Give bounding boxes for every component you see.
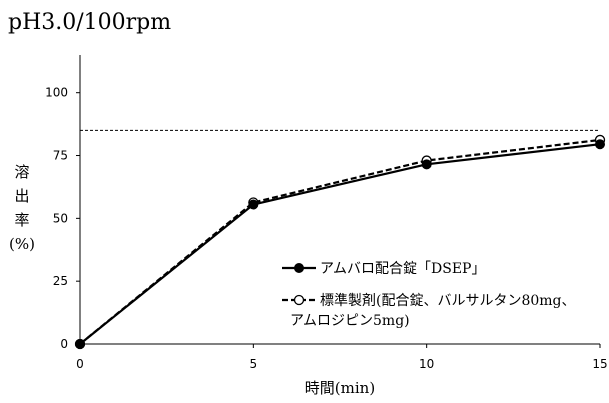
data-point-test: [595, 139, 605, 150]
series-line-test: [79, 143, 601, 345]
y-axis-label-part: 溶: [14, 163, 29, 181]
legend-label-reference-line2: アムロジピン5mg): [290, 313, 410, 329]
x-tick-label: 15: [592, 357, 607, 371]
y-axis-label-part: 出: [14, 187, 29, 205]
x-tick-label: 0: [76, 357, 84, 371]
y-tick-label: 25: [53, 274, 68, 288]
data-point-test: [75, 339, 85, 349]
y-tick-label: 100: [45, 86, 68, 100]
data-point-test: [248, 199, 259, 210]
legend-marker-test: [294, 263, 304, 273]
y-tick-label: 50: [53, 211, 68, 225]
chart-title: pH3.0/100rpm: [8, 10, 171, 35]
x-tick-label: 10: [419, 357, 434, 371]
y-axis-label-part: 率: [14, 211, 29, 229]
series-layer: [74, 134, 606, 350]
legend: アムバロ配合錠「DSEP」 標準製剤(配合錠、バルサルタン80mg、 アムロジピ…: [282, 261, 576, 329]
legend-marker-reference: [293, 294, 305, 306]
y-axis-label: 溶出率 (%): [9, 163, 35, 253]
y-tick-label: 75: [53, 149, 68, 163]
x-tick-label: 5: [250, 357, 258, 371]
x-axis-label: 時間(min): [305, 379, 375, 397]
y-ticks: 0 25 50 75 100: [45, 86, 80, 351]
data-point-test: [421, 159, 432, 170]
y-tick-label: 0: [60, 337, 68, 351]
x-ticks: 0 5 10 15: [76, 344, 608, 371]
legend-label-test: アムバロ配合錠「DSEP」: [320, 261, 485, 277]
legend-label-reference-line1: 標準製剤(配合錠、バルサルタン80mg、: [320, 293, 576, 309]
y-axis-label-part: (%): [9, 235, 35, 253]
